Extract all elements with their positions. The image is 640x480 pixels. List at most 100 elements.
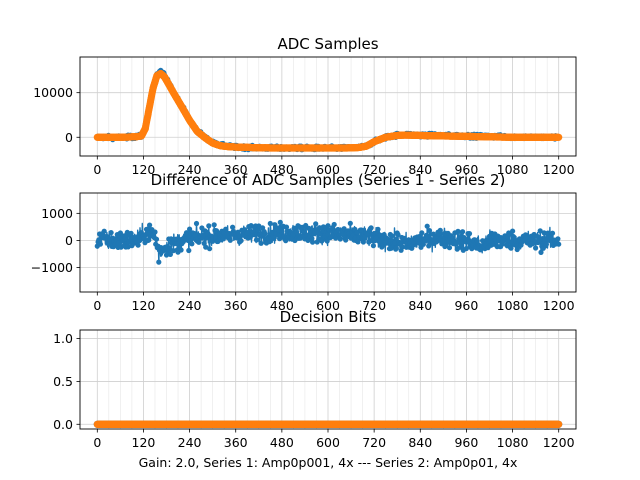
diff-series-1-point — [128, 230, 134, 236]
diff-series-1-point — [466, 239, 472, 245]
diff-series-1-point — [347, 220, 353, 226]
diff-x-tick-label: 840 — [408, 298, 432, 313]
diff-series-1-point — [187, 226, 193, 232]
diff-series-1-point — [178, 247, 184, 253]
diff-series-1-point — [275, 227, 281, 233]
diff-series-1-point — [538, 249, 544, 255]
diff-series-1-point — [200, 232, 206, 238]
diff-series-1-point — [193, 220, 200, 227]
decision-x-tick-label: 360 — [224, 435, 248, 450]
diff-series-1-point — [277, 219, 283, 225]
diff-series-1-point — [313, 221, 319, 227]
diff-series-1-point — [545, 230, 551, 236]
decision-x-tick-label: 840 — [408, 435, 432, 450]
diff-series-1-point — [325, 223, 331, 229]
diff-x-tick-label: 360 — [224, 298, 248, 313]
diff-series-1-point — [97, 241, 103, 247]
diff-series-1-point — [152, 229, 158, 235]
diff-series-1-point — [186, 247, 192, 254]
diff-series-1-point — [316, 225, 323, 231]
diff-series-1-point — [508, 245, 514, 251]
diff-series-1-point — [463, 245, 469, 252]
decision-x-tick-label: 120 — [132, 435, 156, 450]
diff-series-1-point — [122, 236, 128, 242]
diff-series-1-point — [533, 245, 539, 251]
diff-series-1-point — [506, 231, 513, 237]
diff-series-1-point — [305, 237, 311, 243]
diff-series-1-point — [101, 228, 107, 234]
diff-series-1-point — [153, 236, 160, 242]
decision-x-tick-label: 480 — [270, 435, 294, 450]
diff-series-1-point — [196, 239, 202, 245]
decision-series-2 — [93, 420, 563, 428]
adc-x-tick-label: 1080 — [497, 162, 529, 177]
diff-series-1-point — [223, 226, 229, 232]
adc-x-tick-label: 120 — [132, 162, 156, 177]
diff-series-1-point — [283, 224, 290, 230]
diff-series-1-point — [549, 230, 556, 236]
diff-series-1-point — [170, 248, 176, 254]
adc-x-tick-label: 480 — [270, 162, 294, 177]
adc-samples-panel: 0 120 240 360 480 600 720 840 960 1080 1200010000A… — [33, 35, 577, 177]
diff-series-1-point — [523, 235, 530, 241]
diff-series-1-point — [253, 237, 260, 243]
diff-series-1-point — [238, 238, 244, 244]
diff-series-1-point — [368, 225, 374, 231]
diff-y-tick-label: 1000 — [41, 206, 73, 221]
diff-series-1-point — [211, 222, 217, 228]
diff-series-1-point — [437, 227, 443, 233]
diff-series-1-point — [258, 240, 264, 246]
diff-series-1-point — [474, 238, 480, 244]
diff-series-1-markers — [94, 219, 562, 265]
diff-series-1-point — [375, 226, 381, 232]
decision-ticks: 0 120 240 360 480 600 720 840 960 1080 12000.00.51… — [53, 331, 575, 450]
diff-series-1-point — [455, 228, 461, 234]
diff-series-1-point — [310, 239, 316, 245]
diff-series-1-point — [555, 236, 561, 242]
adc-axes-frame — [79, 56, 577, 157]
diff-series-1-point — [108, 230, 114, 236]
difference-title: Difference of ADC Samples (Series 1 - Se… — [151, 171, 506, 189]
diff-series-1-point — [440, 238, 446, 244]
diff-series-1-point — [556, 241, 562, 247]
decision-x-tick-label: 600 — [316, 435, 340, 450]
diff-series-1-point — [376, 238, 382, 244]
diff-series-1-point — [167, 251, 173, 257]
diff-series-1-point — [227, 237, 233, 243]
diff-series-1-point — [262, 231, 268, 237]
decision-x-tick-label: 1200 — [543, 435, 575, 450]
diff-series-1-point — [358, 227, 364, 233]
diff-series-1-point — [337, 236, 343, 242]
diff-axes-frame — [79, 192, 577, 293]
decision-y-tick-label: 1.0 — [53, 331, 73, 346]
diff-series-1-point — [386, 240, 392, 246]
diff-x-tick-label: 720 — [362, 298, 386, 313]
diff-x-tick-label: 1080 — [497, 298, 529, 313]
diff-series-1-point — [537, 228, 543, 234]
adc-x-tick-label: 0 — [93, 162, 101, 177]
adc-series-2-markers — [93, 69, 563, 152]
diff-series-1-point — [424, 223, 430, 229]
diff-series-1-point — [206, 223, 212, 229]
diff-series-1-point — [513, 243, 520, 249]
adc-x-tick-label: 840 — [408, 162, 432, 177]
diff-series-1-point — [426, 228, 433, 234]
decision-x-tick-label: 720 — [362, 435, 386, 450]
diff-series-1-point — [514, 246, 520, 253]
diff-series-1-point — [147, 222, 153, 228]
diff-series-1-point — [230, 224, 236, 230]
decision-bits-panel: 0 120 240 360 480 600 720 840 960 1080 12000.00.51… — [53, 308, 577, 470]
diff-x-tick-label: 960 — [454, 298, 478, 313]
diff-series-1-point — [370, 243, 376, 249]
diff-series-1-point — [207, 246, 213, 252]
diff-x-tick-label: 0 — [93, 298, 101, 313]
decision-x-tick-label: 240 — [178, 435, 202, 450]
diff-series-1-point — [543, 241, 550, 247]
diff-series-1-point — [324, 238, 330, 244]
decision-y-tick-label: 0.5 — [53, 374, 73, 389]
diff-series-1-point — [360, 239, 366, 245]
diff-series-1-point — [343, 237, 349, 243]
diff-series-1-point — [460, 229, 466, 235]
